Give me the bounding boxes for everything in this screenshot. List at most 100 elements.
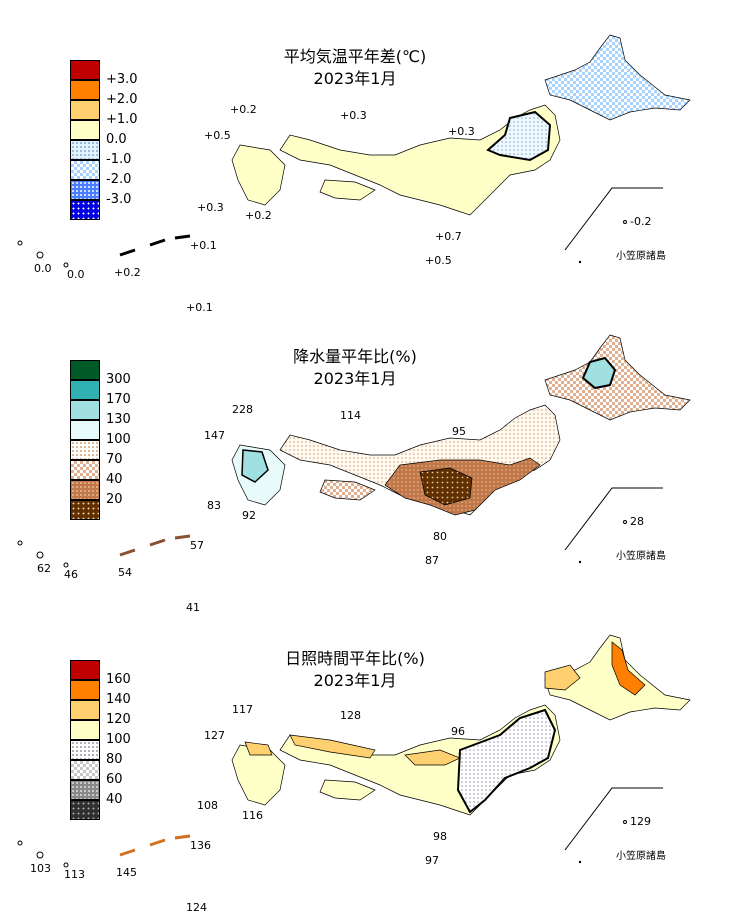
legend-swatch bbox=[70, 160, 100, 180]
map-title: 降水量平年比(%) 2023年1月 bbox=[240, 346, 470, 390]
panel-precipitation: 降水量平年比(%) 2023年1月 300 170 130 100 70 40 … bbox=[0, 300, 750, 614]
legend-label: 300 bbox=[106, 372, 131, 387]
map-title: 平均気温平年差(℃) 2023年1月 bbox=[240, 46, 470, 90]
value-label: +0.2 bbox=[114, 266, 141, 279]
legend-swatch bbox=[70, 700, 100, 720]
value-label: +0.3 bbox=[197, 201, 224, 214]
map-title-period: 2023年1月 bbox=[313, 671, 397, 690]
legend-swatch bbox=[70, 80, 100, 100]
value-label: 0.0 bbox=[34, 262, 52, 275]
value-label: 46 bbox=[64, 568, 78, 581]
map-title-main: 降水量平年比(%) bbox=[293, 347, 417, 366]
value-label: 98 bbox=[433, 830, 447, 843]
map-title: 日照時間平年比(%) 2023年1月 bbox=[240, 648, 470, 692]
value-label: 124 bbox=[186, 901, 207, 914]
value-label: 83 bbox=[207, 499, 221, 512]
legend-swatch bbox=[70, 180, 100, 200]
tohoku-cool-area bbox=[486, 110, 552, 162]
okinawa-islands bbox=[119, 234, 191, 257]
legend-swatch bbox=[70, 720, 100, 740]
legend-swatch bbox=[70, 800, 100, 820]
value-label: 108 bbox=[197, 799, 218, 812]
legend-label: 60 bbox=[106, 772, 123, 787]
legend-swatch bbox=[70, 480, 100, 500]
legend-label: +3.0 bbox=[106, 72, 138, 87]
kyushu bbox=[231, 744, 286, 806]
sea-of-japan-sunny bbox=[289, 734, 376, 759]
kyushu-wet-area bbox=[241, 449, 269, 483]
panel-temperature: 平均気温平年差(℃) 2023年1月 +3.0 +2.0 +1.0 0.0 -1… bbox=[0, 0, 750, 314]
value-label: +0.1 bbox=[190, 239, 217, 252]
hokkaido bbox=[544, 34, 691, 121]
legend-label: +2.0 bbox=[106, 92, 138, 107]
legend-label: 0.0 bbox=[106, 132, 127, 147]
value-label: 57 bbox=[190, 539, 204, 552]
legend-label: 140 bbox=[106, 692, 131, 707]
legend-swatch bbox=[70, 780, 100, 800]
value-label: +0.5 bbox=[204, 129, 231, 142]
ogasawara-label: 小笠原諸島 bbox=[616, 851, 666, 862]
legend-label: 130 bbox=[106, 412, 131, 427]
value-label: 127 bbox=[204, 729, 225, 742]
hokkaido bbox=[544, 334, 691, 421]
value-label: -0.2 bbox=[630, 215, 652, 228]
value-label: 92 bbox=[242, 509, 256, 522]
value-label: 0.0 bbox=[67, 268, 85, 281]
legend-label: -1.0 bbox=[106, 152, 132, 167]
shikoku bbox=[319, 479, 376, 501]
legend-label: 160 bbox=[106, 672, 131, 687]
ogasawara-inset-frame bbox=[564, 787, 663, 851]
legend-label: 70 bbox=[106, 452, 123, 467]
value-label: +0.5 bbox=[425, 254, 452, 267]
legend-swatch bbox=[70, 420, 100, 440]
legend-swatch bbox=[70, 500, 100, 520]
legend-swatch bbox=[70, 740, 100, 760]
value-label: 41 bbox=[186, 601, 200, 614]
legend-label: 40 bbox=[106, 792, 123, 807]
kyushu-sunny bbox=[244, 741, 273, 756]
hokkaido-wet-area bbox=[581, 356, 617, 390]
legend-label: 170 bbox=[106, 392, 131, 407]
japan-map bbox=[17, 34, 691, 268]
legend-label: +1.0 bbox=[106, 112, 138, 127]
hokuriku-sunny bbox=[404, 749, 461, 766]
legend-swatch bbox=[70, 140, 100, 160]
legend-label: 80 bbox=[106, 752, 123, 767]
map-title-main: 日照時間平年比(%) bbox=[285, 649, 425, 668]
legend-swatch bbox=[70, 680, 100, 700]
value-label: +0.7 bbox=[435, 230, 462, 243]
east-cloudy-area bbox=[456, 708, 557, 814]
value-label: 228 bbox=[232, 403, 253, 416]
japan-map bbox=[17, 334, 691, 568]
legend-label: 120 bbox=[106, 712, 131, 727]
value-label: 129 bbox=[630, 815, 651, 828]
ogasawara-inset-frame bbox=[564, 187, 663, 251]
value-label: 145 bbox=[116, 866, 137, 879]
legend-swatch bbox=[70, 120, 100, 140]
honshu bbox=[279, 104, 561, 216]
map-title-main: 平均気温平年差(℃) bbox=[283, 47, 427, 66]
ogasawara-label: 小笠原諸島 bbox=[616, 551, 666, 562]
value-label: 114 bbox=[340, 409, 361, 422]
legend-swatch bbox=[70, 200, 100, 220]
legend-label: -3.0 bbox=[106, 192, 132, 207]
map-title-period: 2023年1月 bbox=[313, 369, 397, 388]
value-label: 116 bbox=[242, 809, 263, 822]
hokkaido-west-sunny bbox=[544, 664, 581, 691]
ogasawara-inset-frame bbox=[564, 487, 663, 551]
legend-swatch bbox=[70, 380, 100, 400]
legend-label: 20 bbox=[106, 492, 123, 507]
ogasawara-label: 小笠原諸島 bbox=[616, 251, 666, 262]
value-label: +0.1 bbox=[186, 301, 213, 314]
value-label: +0.3 bbox=[340, 109, 367, 122]
panel-sunshine: 日照時間平年比(%) 2023年1月 160 140 120 100 80 60… bbox=[0, 600, 750, 914]
map-title-period: 2023年1月 bbox=[313, 69, 397, 88]
value-label: +0.2 bbox=[230, 103, 257, 116]
okinawa-islands bbox=[119, 534, 191, 557]
value-label: 117 bbox=[232, 703, 253, 716]
legend-swatch bbox=[70, 360, 100, 380]
legend-swatch bbox=[70, 760, 100, 780]
value-label: 62 bbox=[37, 562, 51, 575]
shikoku bbox=[319, 179, 376, 201]
legend-label: 100 bbox=[106, 732, 131, 747]
